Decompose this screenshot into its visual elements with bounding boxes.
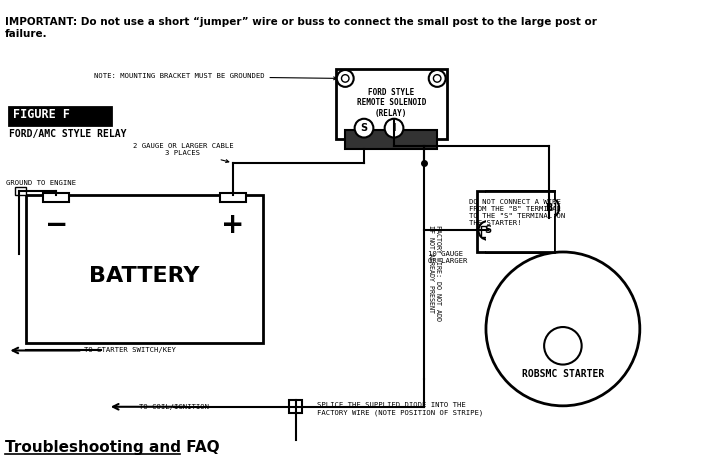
- Bar: [336, 69, 446, 140]
- Bar: [346, 130, 437, 149]
- Bar: [486, 191, 553, 252]
- Bar: [219, 193, 246, 202]
- Circle shape: [355, 119, 373, 138]
- Text: −: −: [45, 211, 68, 239]
- Text: 2 GAUGE OR LARGER CABLE
3 PLACES: 2 GAUGE OR LARGER CABLE 3 PLACES: [133, 143, 233, 163]
- Circle shape: [478, 221, 497, 240]
- Text: TO STARTER SWITCH/KEY: TO STARTER SWITCH/KEY: [84, 347, 176, 353]
- Bar: [481, 226, 494, 237]
- Circle shape: [428, 70, 446, 87]
- Circle shape: [337, 70, 353, 87]
- Text: NOTE: MOUNTING BRACKET MUST BE GROUNDED: NOTE: MOUNTING BRACKET MUST BE GROUNDED: [94, 73, 336, 80]
- Bar: [542, 203, 555, 214]
- Text: IMPORTANT: Do not use a short “jumper” wire or buss to connect the small post to: IMPORTANT: Do not use a short “jumper” w…: [5, 18, 597, 39]
- Circle shape: [385, 119, 403, 138]
- Text: FORD/AMC STYLE RELAY: FORD/AMC STYLE RELAY: [9, 129, 127, 139]
- Text: S: S: [484, 226, 491, 236]
- Bar: [43, 193, 69, 202]
- Circle shape: [341, 75, 349, 82]
- Text: Troubleshooting and FAQ: Troubleshooting and FAQ: [5, 439, 219, 455]
- Text: TO COIL/IGNITION: TO COIL/IGNITION: [139, 403, 209, 410]
- Bar: [9, 106, 111, 125]
- Bar: [15, 187, 26, 195]
- Text: B: B: [545, 203, 553, 213]
- Text: GROUND TO ENGINE: GROUND TO ENGINE: [6, 180, 76, 186]
- Circle shape: [486, 252, 640, 406]
- Bar: [26, 195, 263, 343]
- Text: I: I: [392, 123, 396, 133]
- Bar: [496, 201, 535, 243]
- Text: DO NOT CONNECT A WIRE
FROM THE "B" TERMINAL
TO THE "S" TERMINAL ON
THE STARTER!: DO NOT CONNECT A WIRE FROM THE "B" TERMI…: [469, 200, 565, 227]
- Text: FIGURE F: FIGURE F: [13, 108, 70, 122]
- Circle shape: [544, 327, 582, 365]
- Text: S: S: [361, 123, 368, 133]
- Bar: [289, 400, 302, 413]
- Text: FACTORY WIRE: DO NOT ADD
IF NOT ALREADY PRESENT: FACTORY WIRE: DO NOT ADD IF NOT ALREADY …: [428, 225, 441, 321]
- Text: +: +: [221, 211, 244, 239]
- Text: SPLICE THE SUPPLIED DIODE INTO THE
FACTORY WIRE (NOTE POSITION OF STRIPE): SPLICE THE SUPPLIED DIODE INTO THE FACTO…: [317, 402, 483, 416]
- Bar: [476, 191, 553, 252]
- Circle shape: [433, 75, 441, 82]
- Circle shape: [538, 198, 559, 218]
- Text: FORD STYLE
REMOTE SOLENOID
(RELAY): FORD STYLE REMOTE SOLENOID (RELAY): [356, 88, 426, 118]
- Text: ROBSMC STARTER: ROBSMC STARTER: [522, 369, 604, 379]
- Text: BATTERY: BATTERY: [89, 266, 200, 286]
- Text: 10 GAUGE
OR LARGER: 10 GAUGE OR LARGER: [428, 251, 467, 264]
